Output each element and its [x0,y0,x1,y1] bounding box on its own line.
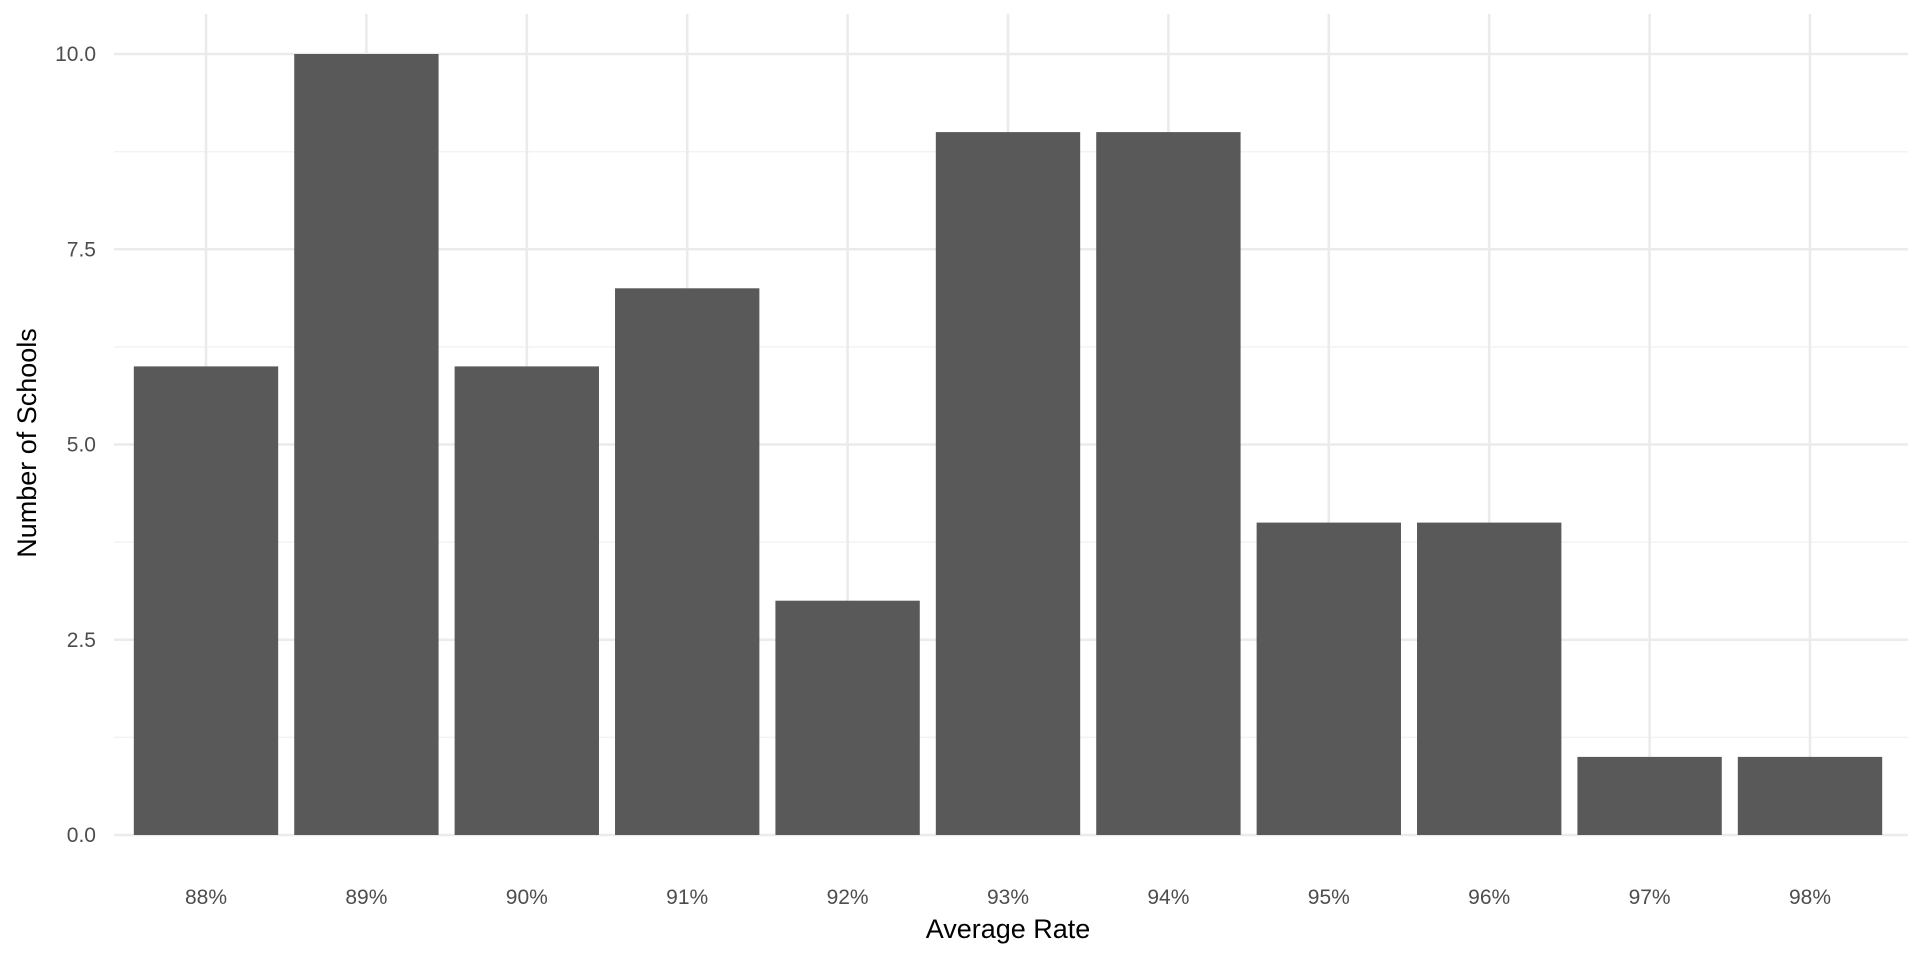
bar-98pct [1737,756,1883,835]
y-axis-title: Number of Schools [12,328,42,558]
x-tick-label: 90% [506,886,548,909]
x-tick-label: 91% [666,886,708,909]
y-tick-label: 7.5 [67,238,96,261]
y-axis-ticks: 0.0 2.5 5.0 7.5 10.0 [55,43,96,847]
bars-layer [133,54,1883,836]
bar-94pct [1096,132,1241,836]
x-tick-label: 94% [1147,886,1189,909]
bar-95pct [1256,522,1401,835]
x-axis-title: Average Rate [926,914,1091,944]
bar-90pct [454,366,599,835]
x-tick-label: 96% [1468,886,1510,909]
bar-89pct [294,54,439,835]
y-tick-label: 10.0 [55,43,96,66]
x-tick-label: 97% [1629,886,1671,909]
x-tick-label: 98% [1789,886,1831,909]
y-tick-label: 5.0 [67,434,96,457]
x-tick-label: 95% [1308,886,1350,909]
x-axis-ticks: 88% 89% 90% 91% 92% 93% 94% 95% 96% 97% 98% [185,886,1831,909]
bar-93pct [935,132,1081,836]
x-tick-label: 88% [185,886,227,909]
y-tick-label: 0.0 [67,824,96,847]
y-tick-label: 2.5 [67,629,96,652]
x-tick-label: 92% [827,886,869,909]
x-tick-label: 93% [987,886,1029,909]
bar-91pct [615,288,760,835]
bar-96pct [1417,522,1562,835]
x-tick-label: 89% [345,886,387,909]
bar-97pct [1577,756,1722,835]
bar-88pct [133,366,279,835]
bar-92pct [775,600,920,835]
